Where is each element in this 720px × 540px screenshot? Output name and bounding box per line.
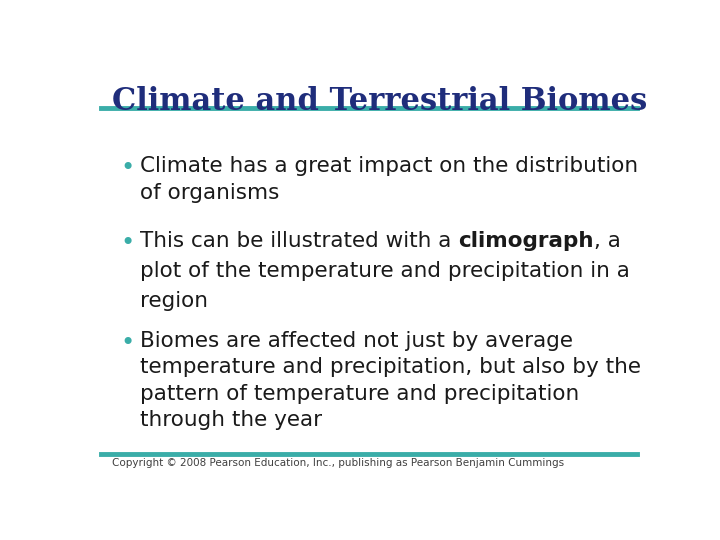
- Text: •: •: [121, 231, 135, 255]
- Text: region: region: [140, 291, 208, 311]
- Text: Climate has a great impact on the distribution
of organisms: Climate has a great impact on the distri…: [140, 156, 639, 202]
- Text: Copyright © 2008 Pearson Education, Inc., publishing as Pearson Benjamin Cumming: Copyright © 2008 Pearson Education, Inc.…: [112, 458, 564, 468]
- Text: This can be illustrated with a: This can be illustrated with a: [140, 231, 459, 251]
- Text: •: •: [121, 331, 135, 355]
- Text: Biomes are affected not just by average
temperature and precipitation, but also : Biomes are affected not just by average …: [140, 331, 642, 430]
- Text: climograph: climograph: [459, 231, 594, 251]
- Text: Climate and Terrestrial Biomes: Climate and Terrestrial Biomes: [112, 85, 647, 117]
- Text: •: •: [121, 156, 135, 180]
- Text: , a: , a: [594, 231, 621, 251]
- Text: plot of the temperature and precipitation in a: plot of the temperature and precipitatio…: [140, 261, 630, 281]
